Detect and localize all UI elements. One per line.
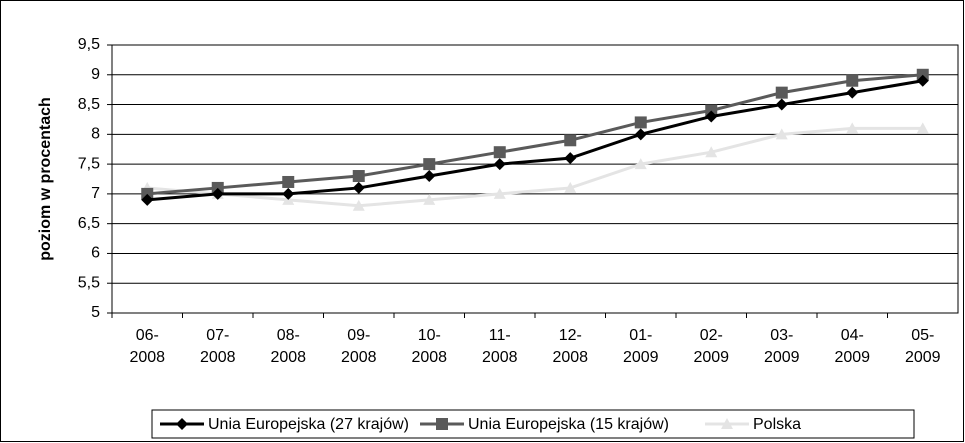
x-tick-label: 11-2008 (481, 327, 518, 366)
marker (846, 122, 859, 134)
marker (846, 86, 859, 99)
marker (423, 158, 436, 171)
marker (775, 98, 788, 111)
y-tick-label: 6,5 (78, 215, 100, 232)
x-tick-label: 05-2009 (904, 327, 941, 366)
marker (634, 158, 647, 170)
y-tick-label: 6 (91, 245, 100, 262)
x-tick-label: 02-2009 (693, 327, 730, 366)
y-tick-label: 8 (91, 126, 100, 143)
marker (705, 110, 718, 123)
marker (634, 116, 647, 129)
marker (352, 199, 365, 211)
marker (423, 193, 436, 205)
legend-label: Polska (753, 416, 801, 433)
marker (352, 170, 365, 183)
x-tick-label: 12-2008 (552, 327, 589, 366)
x-tick-label: 03-2009 (763, 327, 800, 366)
y-tick-label: 9 (91, 66, 100, 83)
marker (282, 187, 295, 200)
x-tick-label: 07-2008 (199, 327, 236, 366)
y-tick-label: 5,5 (78, 274, 100, 291)
marker (916, 74, 929, 87)
marker (564, 134, 577, 147)
series-line (147, 79, 923, 202)
marker (176, 418, 188, 430)
x-tick-label: 06-2008 (129, 327, 166, 366)
y-tick-label: 8,5 (78, 96, 100, 113)
legend-box (151, 409, 915, 439)
marker (423, 170, 436, 183)
marker (282, 175, 295, 188)
x-tick-label: 08-2008 (270, 327, 307, 366)
marker (141, 193, 154, 206)
x-tick-label: 01-2009 (622, 327, 659, 366)
legend-label: Unia Europejska (27 krajów) (208, 416, 409, 433)
x-tick-label: 09-2008 (340, 327, 377, 366)
y-tick-label: 9,5 (78, 36, 100, 53)
marker (846, 74, 859, 87)
x-tick-label: 04-2009 (834, 327, 871, 366)
marker (352, 181, 365, 194)
y-axis-label: poziom w procentach (37, 97, 54, 261)
marker (775, 128, 788, 140)
marker (564, 181, 577, 193)
marker (634, 128, 647, 141)
x-tick-label: 10-2008 (411, 327, 448, 366)
marker (775, 86, 788, 99)
y-tick-label: 5 (91, 304, 100, 321)
marker (564, 152, 577, 165)
y-tick-label: 7,5 (78, 155, 100, 172)
marker (211, 187, 224, 200)
legend-label: Unia Europejska (15 krajów) (468, 416, 669, 433)
series-line (147, 126, 923, 208)
marker (721, 418, 733, 429)
marker (493, 158, 506, 171)
marker (705, 146, 718, 158)
y-tick-label: 7 (91, 185, 100, 202)
marker (493, 187, 506, 199)
marker (493, 146, 506, 159)
marker (916, 122, 929, 134)
marker (436, 418, 448, 430)
series-line (147, 73, 923, 196)
